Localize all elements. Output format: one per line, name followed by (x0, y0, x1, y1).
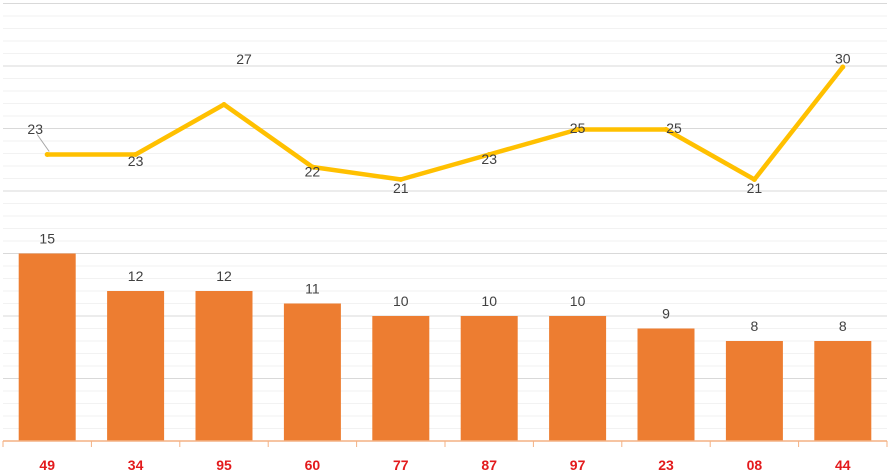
label-leader-line (36, 134, 50, 152)
bar-data-label: 8 (839, 318, 847, 334)
line-data-label: 25 (570, 120, 586, 136)
line-point (663, 127, 669, 132)
category-label: 44 (835, 457, 851, 473)
category-label: 60 (305, 457, 321, 473)
line-point (221, 102, 227, 107)
line-data-label: 21 (393, 180, 409, 196)
line-point (840, 64, 846, 70)
bar (637, 328, 695, 441)
line-data-label: 23 (481, 151, 497, 167)
line-path (47, 65, 845, 182)
bar-data-label: 9 (662, 306, 670, 322)
bar (460, 316, 518, 441)
category-label: 77 (393, 457, 409, 473)
bar (283, 303, 341, 441)
line-data-label: 23 (128, 153, 144, 169)
bar (725, 341, 783, 441)
category-axis: 49 34 95 60 77 87 97 23 08 44 (2, 440, 888, 473)
category-label: 95 (216, 457, 232, 473)
line-data-label: 22 (305, 164, 321, 180)
category-label: 97 (570, 457, 586, 473)
category-label: 08 (747, 457, 763, 473)
bar (549, 316, 607, 441)
line-point (133, 152, 139, 157)
bar-data-label: 11 (305, 281, 320, 297)
bar-data-label: 12 (128, 268, 144, 284)
category-label: 49 (39, 457, 55, 473)
bar-data-label: 10 (481, 293, 497, 309)
bar (814, 341, 872, 441)
line-data-label: 23 (27, 121, 43, 137)
line-point (44, 152, 50, 157)
line-series: 23 23 27 22 21 23 25 25 21 30 (27, 51, 850, 197)
category-label: 87 (481, 457, 497, 473)
line-point (486, 152, 492, 157)
line-data-label: 27 (236, 51, 252, 67)
line-data-label: 30 (835, 51, 851, 67)
line-point (751, 177, 757, 182)
line-data-label: 25 (666, 120, 682, 136)
bar (107, 291, 165, 441)
line-point (398, 177, 404, 182)
line-point (309, 164, 315, 170)
bar-data-label: 10 (393, 293, 409, 309)
bar-data-label: 10 (570, 293, 586, 309)
bar-data-label: 12 (216, 268, 232, 284)
bar (372, 316, 430, 441)
line-data-label: 21 (747, 180, 763, 196)
bar-data-label: 8 (751, 318, 759, 334)
bar (18, 253, 76, 441)
category-label: 23 (658, 457, 674, 473)
line-point (575, 127, 581, 132)
bar-series: 15 12 12 11 10 10 10 9 8 8 (18, 231, 872, 441)
bar-data-label: 15 (39, 231, 55, 247)
category-label: 34 (128, 457, 144, 473)
bar (195, 291, 253, 441)
